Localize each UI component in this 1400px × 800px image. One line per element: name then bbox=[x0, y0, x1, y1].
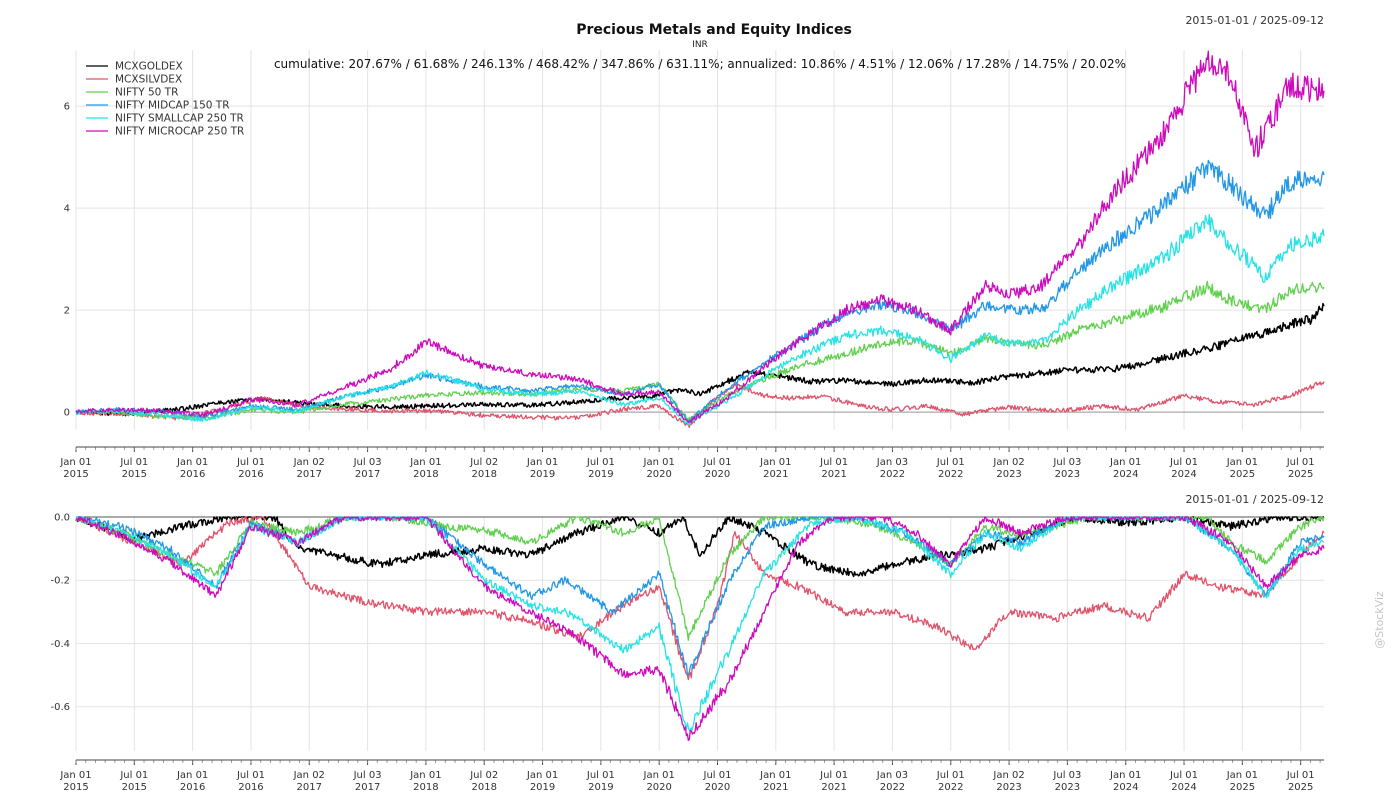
x-tick-label: Jul 01 2019 bbox=[586, 457, 615, 480]
series-line-mcxsilvdex bbox=[75, 516, 1325, 681]
x-tick-label: Jan 01 2021 bbox=[759, 770, 791, 793]
x-tick-label: Jan 01 2015 bbox=[59, 770, 91, 793]
x-tick-label: Jan 02 2023 bbox=[992, 770, 1024, 793]
top-grid bbox=[75, 50, 1324, 430]
legend-label: NIFTY MIDCAP 150 TR bbox=[115, 100, 230, 112]
x-tick-label: Jul 01 2024 bbox=[1169, 457, 1198, 480]
x-tick-label: Jul 01 2020 bbox=[703, 770, 732, 793]
top-date-range: 2015-01-01 / 2025-09-12 bbox=[1185, 14, 1324, 27]
legend-label: NIFTY MICROCAP 250 TR bbox=[115, 126, 244, 138]
y-tick-label: 2 bbox=[64, 306, 70, 317]
y-tick-label: -0.4 bbox=[50, 639, 70, 650]
bottom-series-lines bbox=[75, 516, 1325, 742]
series-line-nifty-smallcap-250-tr bbox=[75, 213, 1325, 426]
y-tick-label: 0 bbox=[64, 408, 70, 419]
x-tick-label: Jan 01 2019 bbox=[526, 770, 558, 793]
drawdown-panel: Jan 01 2015 Jul 01 2015 Jan 01 2016 Jul 01 2016… bbox=[50, 513, 1325, 793]
x-tick-label: Jan 01 2020 bbox=[643, 770, 675, 793]
x-tick-label: Jan 01 2025 bbox=[1226, 770, 1258, 793]
x-tick-label: Jan 02 2023 bbox=[992, 457, 1024, 480]
series-line-nifty-50-tr bbox=[75, 516, 1325, 641]
legend-label: MCXSILVDEX bbox=[115, 74, 182, 86]
x-tick-label: Jan 01 2025 bbox=[1226, 457, 1258, 480]
x-tick-label: Jul 01 2024 bbox=[1169, 770, 1198, 793]
series-line-nifty-midcap-150-tr bbox=[75, 159, 1325, 424]
y-tick-label: 6 bbox=[64, 102, 70, 113]
bottom-date-range: 2015-01-01 / 2025-09-12 bbox=[1185, 493, 1324, 506]
y-tick-label: 0.0 bbox=[54, 513, 70, 524]
x-tick-label: Jul 03 2017 bbox=[353, 770, 382, 793]
series-line-nifty-midcap-150-tr bbox=[75, 516, 1325, 676]
top-series-lines bbox=[75, 50, 1325, 429]
x-tick-label: Jul 01 2016 bbox=[236, 457, 265, 480]
x-tick-label: Jul 01 2025 bbox=[1286, 457, 1315, 480]
series-line-nifty-microcap-250-tr bbox=[75, 516, 1325, 742]
chart-title: Precious Metals and Equity Indices bbox=[576, 22, 852, 38]
series-line-mcxgoldex bbox=[75, 516, 1324, 578]
x-tick-label: Jan 01 2018 bbox=[409, 457, 441, 480]
x-tick-label: Jul 01 2021 bbox=[819, 457, 848, 480]
watermark: @StockViz bbox=[1373, 591, 1386, 649]
x-tick-label: Jan 02 2017 bbox=[293, 770, 325, 793]
legend-label: NIFTY 50 TR bbox=[115, 87, 178, 99]
x-tick-label: Jul 02 2018 bbox=[469, 457, 498, 480]
series-line-nifty-smallcap-250-tr bbox=[75, 516, 1325, 732]
x-tick-label: Jul 01 2022 bbox=[936, 457, 965, 480]
x-tick-label: Jan 01 2024 bbox=[1109, 457, 1141, 480]
y-tick-label: 4 bbox=[64, 204, 70, 215]
x-tick-label: Jan 01 2015 bbox=[59, 457, 91, 480]
x-tick-label: Jul 03 2023 bbox=[1052, 457, 1081, 480]
series-line-mcxgoldex bbox=[76, 302, 1325, 417]
x-tick-label: Jul 01 2022 bbox=[936, 770, 965, 793]
legend-label: NIFTY SMALLCAP 250 TR bbox=[115, 113, 244, 125]
chart-subtitle: INR bbox=[692, 40, 708, 50]
legend-label: MCXGOLDEX bbox=[115, 61, 183, 73]
bottom-grid bbox=[75, 516, 1324, 751]
x-tick-label: Jan 01 2024 bbox=[1109, 770, 1141, 793]
x-tick-label: Jan 01 2016 bbox=[176, 770, 208, 793]
x-tick-label: Jan 01 2018 bbox=[409, 770, 441, 793]
series-line-nifty-microcap-250-tr bbox=[75, 50, 1325, 424]
returns-summary: cumulative: 207.67% / 61.68% / 246.13% /… bbox=[274, 57, 1126, 71]
x-tick-label: Jul 01 2016 bbox=[236, 770, 265, 793]
x-tick-label: Jan 01 2016 bbox=[176, 457, 208, 480]
top-x-axis: Jan 01 2015 Jul 01 2015 Jan 01 2016 Jul 01 2016… bbox=[59, 446, 1324, 480]
x-tick-label: Jul 01 2015 bbox=[119, 457, 148, 480]
x-tick-label: Jan 01 2021 bbox=[759, 457, 791, 480]
x-tick-label: Jan 03 2022 bbox=[876, 457, 908, 480]
y-tick-label: -0.2 bbox=[50, 576, 70, 587]
x-tick-label: Jul 03 2017 bbox=[353, 457, 382, 480]
bottom-x-axis: Jan 01 2015 Jul 01 2015 Jan 01 2016 Jul 01 2016… bbox=[59, 759, 1324, 793]
bottom-y-axis: 0.0 -0.2 -0.4 -0.6 bbox=[50, 513, 70, 714]
x-tick-label: Jan 02 2017 bbox=[293, 457, 325, 480]
top-y-axis: 0 2 4 6 bbox=[64, 102, 70, 419]
y-tick-label: -0.6 bbox=[50, 702, 70, 713]
x-tick-label: Jul 01 2020 bbox=[703, 457, 732, 480]
x-tick-label: Jul 01 2025 bbox=[1286, 770, 1315, 793]
x-tick-label: Jul 01 2021 bbox=[819, 770, 848, 793]
x-tick-label: Jul 02 2018 bbox=[469, 770, 498, 793]
series-line-mcxsilvdex bbox=[75, 381, 1325, 429]
x-tick-label: Jul 01 2015 bbox=[119, 770, 148, 793]
x-tick-label: Jan 01 2019 bbox=[526, 457, 558, 480]
x-tick-label: Jan 03 2022 bbox=[876, 770, 908, 793]
x-tick-label: Jan 01 2020 bbox=[643, 457, 675, 480]
x-tick-label: Jul 01 2019 bbox=[586, 770, 615, 793]
cumulative-returns-panel: Jan 01 2015 Jul 01 2015 Jan 01 2016 Jul 01 2016… bbox=[59, 50, 1325, 480]
x-tick-label: Jul 03 2023 bbox=[1052, 770, 1081, 793]
